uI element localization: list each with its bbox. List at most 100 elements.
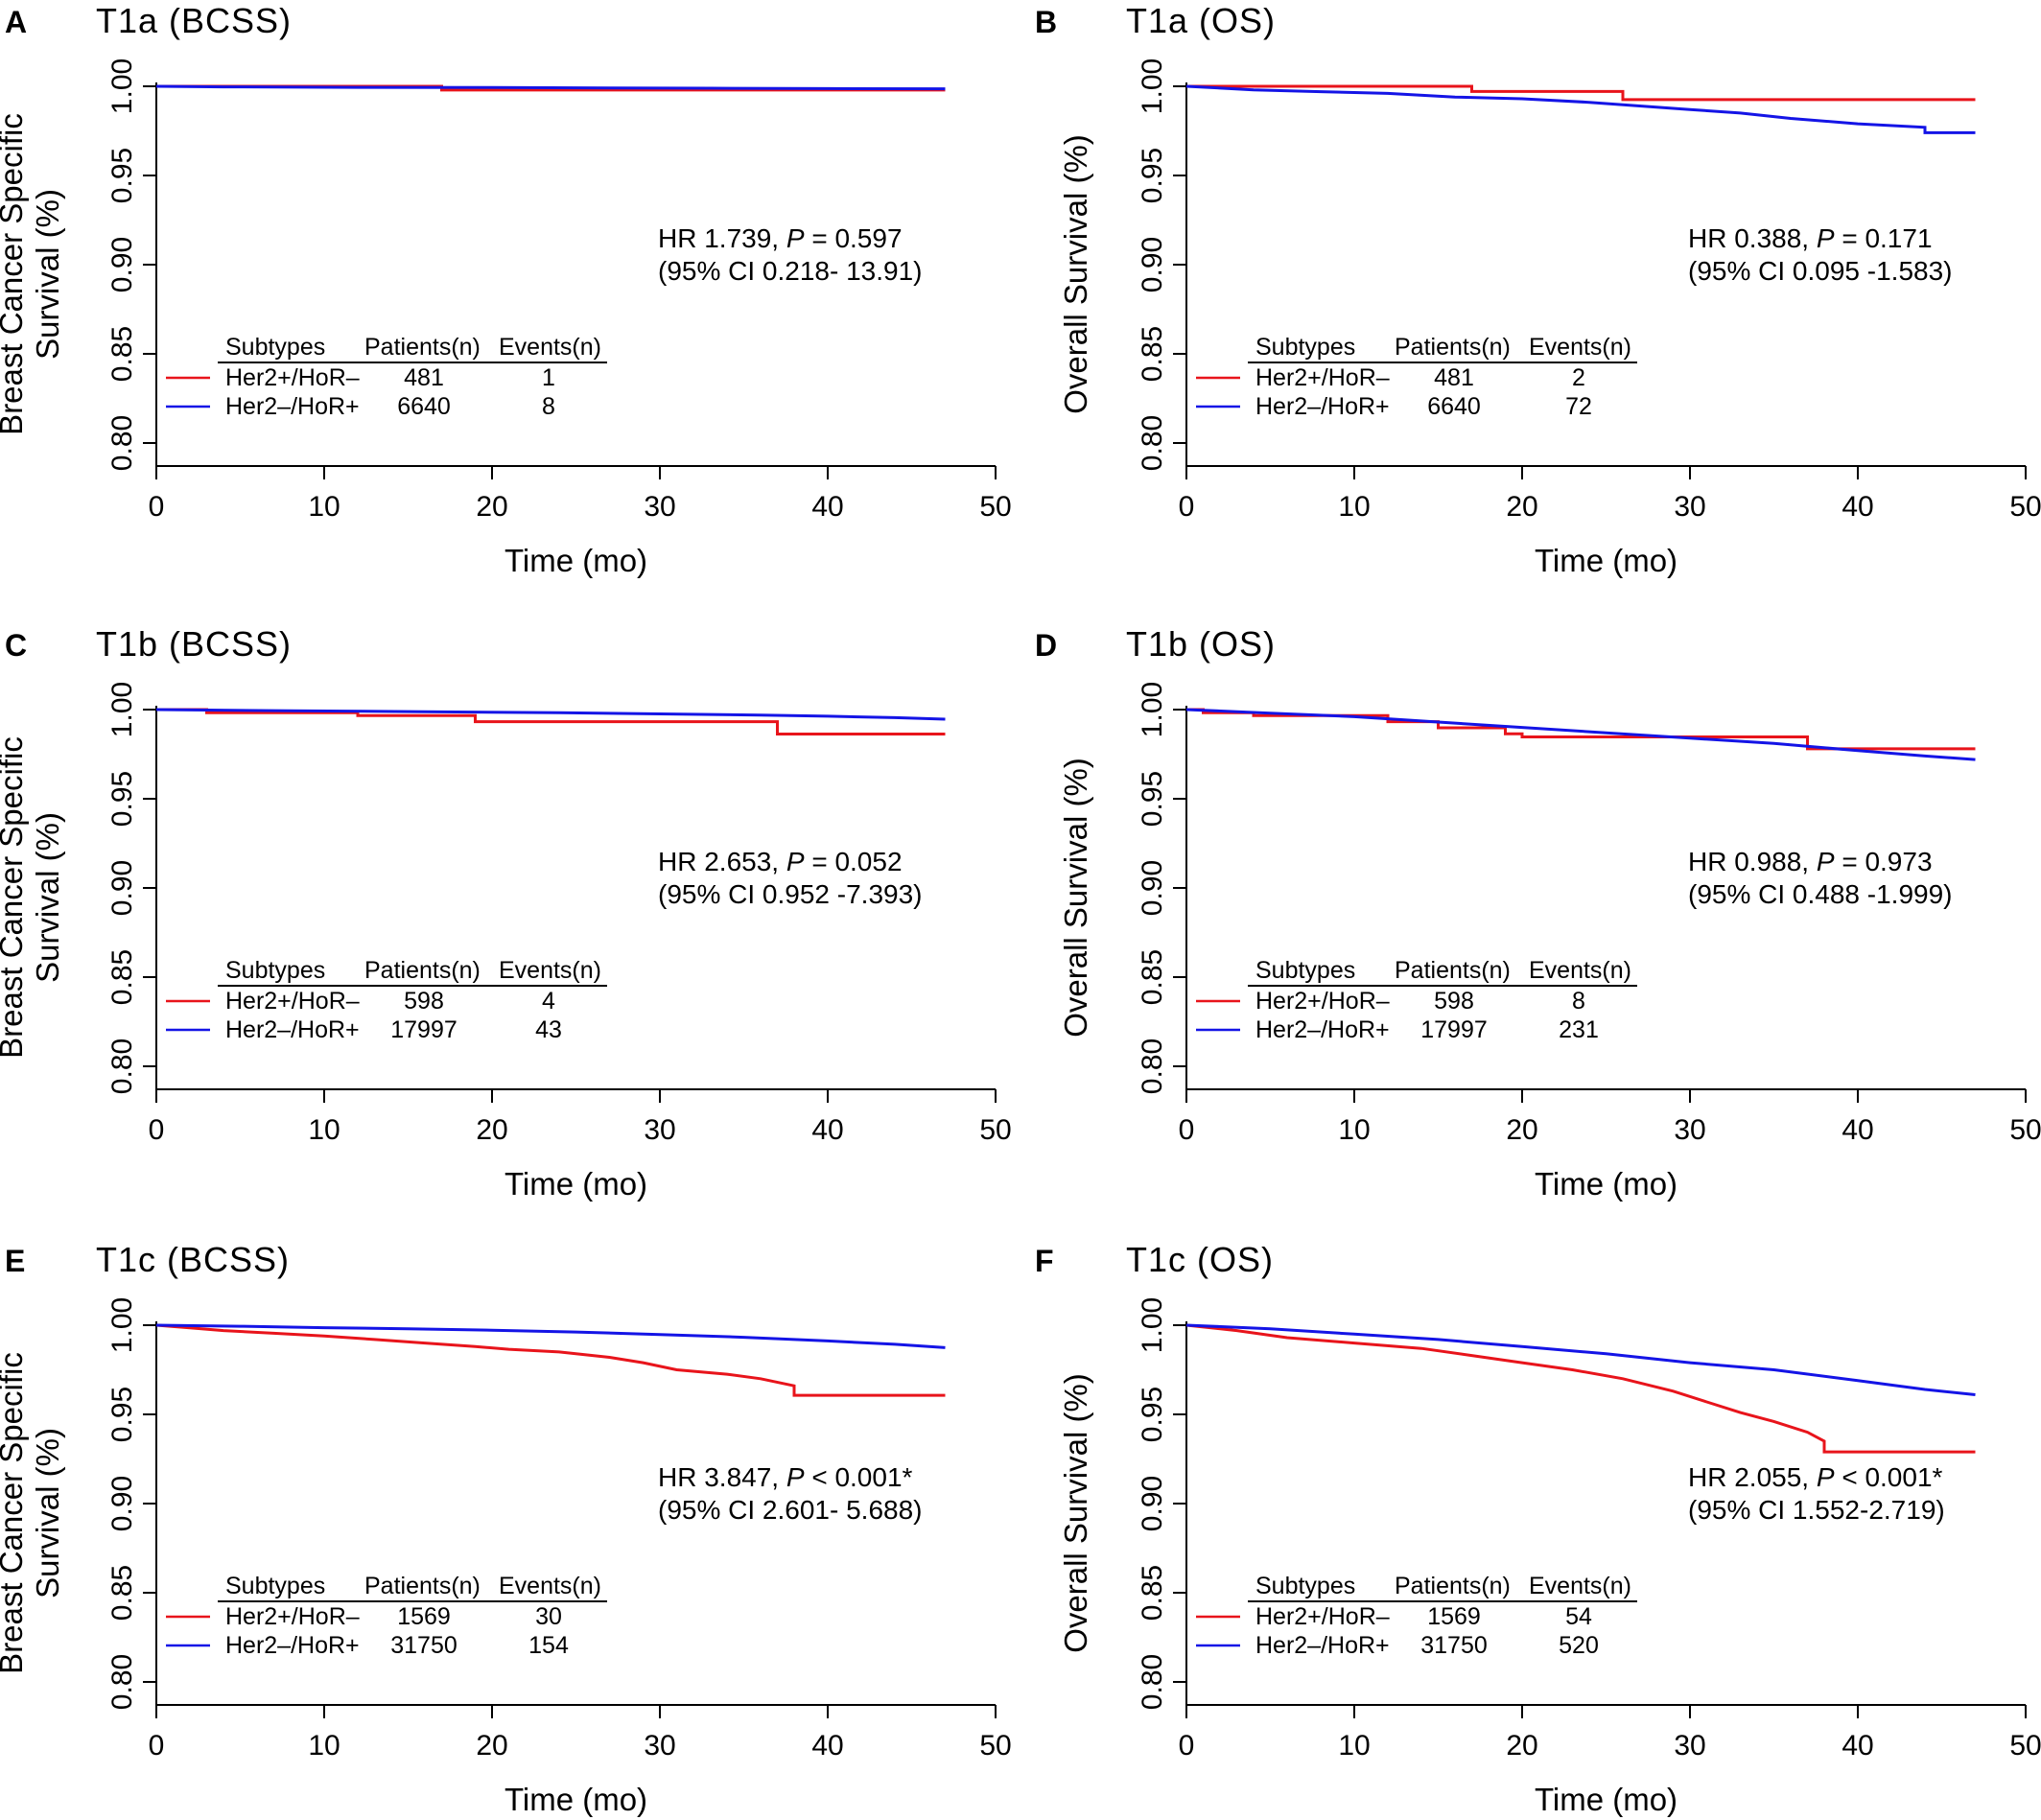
legend-header: Subtypes	[1255, 334, 1355, 361]
y-axis-label: Breast Cancer Specific	[0, 736, 29, 1059]
y-axis-label: Breast Cancer Specific	[0, 1352, 29, 1674]
series-line-her2-neg	[155, 84, 946, 91]
y-tick-label: 0.95	[1137, 771, 1168, 827]
x-tick-label: 50	[2009, 1730, 2041, 1762]
legend-header: Events(n)	[499, 334, 601, 361]
legend-subtype: Her2+/HoR–	[225, 1603, 360, 1630]
panel-title: T1a (BCSS)	[96, 1, 292, 40]
y-tick-label: 0.95	[106, 148, 138, 203]
legend-subtype: Her2+/HoR–	[1255, 1603, 1390, 1630]
hr-annotation: HR 2.653, P = 0.052	[658, 847, 903, 876]
hr-annotation: HR 0.388, P = 0.171	[1688, 223, 1933, 253]
legend-subtype: Her2–/HoR+	[1255, 1016, 1390, 1043]
legend-subtype: Her2–/HoR+	[1255, 393, 1390, 420]
x-tick-label: 50	[979, 1730, 1011, 1762]
panel-label: A	[5, 5, 27, 39]
x-tick-label: 20	[1506, 491, 1537, 523]
legend-subtype: Her2+/HoR–	[1255, 988, 1390, 1015]
legend-header: Events(n)	[1529, 1573, 1631, 1599]
y-tick-label: 0.85	[1137, 949, 1168, 1005]
x-axis-label: Time (mo)	[1535, 1782, 1677, 1817]
x-tick-label: 10	[1338, 1114, 1370, 1146]
y-tick-label: 0.80	[106, 415, 138, 471]
y-tick-label: 0.85	[106, 326, 138, 382]
y-tick-label: 0.80	[1137, 415, 1168, 471]
x-tick-label: 10	[308, 1114, 340, 1146]
panel-label: C	[5, 628, 27, 663]
legend-header: Patients(n)	[1395, 1573, 1511, 1599]
y-tick-label: 1.00	[106, 58, 138, 114]
panel-label: D	[1035, 628, 1057, 663]
x-tick-label: 30	[1674, 1730, 1705, 1762]
ci-annotation: (95% CI 1.552-2.719)	[1688, 1495, 1945, 1525]
x-tick-label: 30	[1674, 1114, 1705, 1146]
x-axis-label: Time (mo)	[504, 1782, 647, 1817]
series-line-her2-neg	[155, 708, 946, 721]
series-line-her2-neg	[1185, 1323, 1976, 1396]
y-tick-label: 0.80	[106, 1654, 138, 1710]
legend-patients: 17997	[390, 1016, 457, 1043]
y-tick-label: 0.95	[1137, 148, 1168, 203]
x-tick-label: 0	[1179, 1730, 1195, 1762]
x-tick-label: 20	[1506, 1114, 1537, 1146]
legend-subtype: Her2+/HoR–	[225, 364, 360, 391]
y-tick-label: 1.00	[106, 682, 138, 737]
x-tick-label: 20	[1506, 1730, 1537, 1762]
legend-subtype: Her2–/HoR+	[225, 1016, 360, 1043]
hr-annotation: HR 0.988, P = 0.973	[1688, 847, 1933, 876]
y-axis-label: Overall Survival (%)	[1058, 758, 1093, 1038]
x-tick-label: 50	[979, 1114, 1011, 1146]
legend-patients: 6640	[1427, 393, 1481, 420]
legend-subtype: Her2–/HoR+	[225, 393, 360, 420]
y-tick-label: 1.00	[1137, 58, 1168, 114]
y-axis-label: Survival (%)	[30, 1428, 65, 1598]
x-tick-label: 50	[2009, 491, 2041, 523]
x-tick-label: 30	[644, 491, 675, 523]
y-tick-label: 1.00	[1137, 682, 1168, 737]
x-tick-label: 30	[644, 1114, 675, 1146]
x-tick-label: 40	[811, 491, 843, 523]
legend-header: Patients(n)	[1395, 957, 1511, 984]
legend-events: 8	[542, 393, 555, 420]
legend-events: 30	[535, 1603, 562, 1630]
series-line-her2-neg	[155, 1323, 946, 1349]
legend-events: 54	[1565, 1603, 1592, 1630]
ci-annotation: (95% CI 0.095 -1.583)	[1688, 256, 1953, 286]
x-axis-label: Time (mo)	[1535, 1166, 1677, 1202]
panel-title: T1c (OS)	[1126, 1240, 1274, 1279]
y-tick-label: 0.90	[106, 860, 138, 916]
x-tick-label: 40	[811, 1730, 843, 1762]
ci-annotation: (95% CI 0.488 -1.999)	[1688, 879, 1953, 909]
x-tick-label: 0	[149, 1730, 165, 1762]
ci-annotation: (95% CI 0.952 -7.393)	[658, 879, 923, 909]
legend-header: Subtypes	[1255, 1573, 1355, 1599]
x-tick-label: 40	[811, 1114, 843, 1146]
series-line-her2-pos	[1186, 84, 1976, 102]
legend-subtype: Her2+/HoR–	[1255, 364, 1390, 391]
x-axis-label: Time (mo)	[504, 1166, 647, 1202]
x-tick-label: 0	[149, 1114, 165, 1146]
panel-title: T1c (BCSS)	[96, 1240, 290, 1279]
legend-patients: 17997	[1420, 1016, 1488, 1043]
legend-events: 43	[535, 1016, 562, 1043]
x-tick-label: 0	[149, 491, 165, 523]
legend-patients: 598	[1434, 988, 1474, 1015]
x-tick-label: 30	[1674, 491, 1705, 523]
x-tick-label: 30	[644, 1730, 675, 1762]
legend-events: 4	[542, 988, 555, 1015]
panel-d: D T1b (OS) 0 10 20 30 40 50 0.80 0.85 0.90 0.95 1.00…	[1035, 624, 2041, 1202]
legend-subtype: Her2–/HoR+	[225, 1632, 360, 1659]
legend-events: 1	[542, 364, 555, 391]
y-tick-label: 0.95	[106, 1387, 138, 1442]
legend-header: Patients(n)	[364, 1573, 481, 1599]
panel-label: B	[1035, 5, 1057, 39]
y-tick-label: 1.00	[106, 1297, 138, 1353]
x-tick-label: 20	[476, 1730, 507, 1762]
x-tick-label: 10	[308, 1730, 340, 1762]
y-tick-label: 1.00	[1137, 1297, 1168, 1353]
x-axis-label: Time (mo)	[1535, 543, 1677, 578]
x-tick-label: 40	[1842, 1730, 1873, 1762]
x-tick-label: 40	[1842, 491, 1873, 523]
y-tick-label: 0.80	[106, 1038, 138, 1094]
